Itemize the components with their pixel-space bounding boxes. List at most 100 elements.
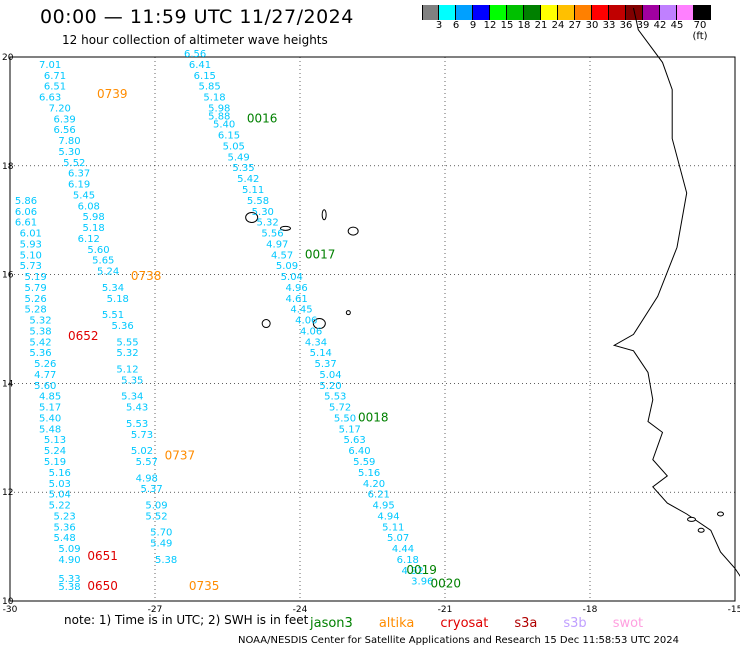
wave-height-point: 5.93	[20, 239, 42, 250]
track-time-label: 0017	[305, 247, 336, 261]
island	[280, 225, 291, 231]
wave-height-point: 4.95	[373, 501, 395, 512]
track-time-label: 0018	[358, 410, 389, 424]
wave-height-point: 5.26	[25, 294, 47, 305]
island	[347, 226, 359, 236]
wave-height-point: 6.19	[68, 180, 90, 191]
wave-height-point: 4.90	[58, 555, 80, 566]
wave-height-point: 5.37	[141, 484, 163, 495]
scale-swatch	[507, 5, 524, 20]
wave-height-point: 6.56	[184, 49, 206, 60]
wave-height-point: 5.04	[49, 490, 71, 501]
wave-height-point: 6.12	[78, 234, 100, 245]
x-tick-label: -24	[293, 605, 308, 615]
wave-height-point: 6.51	[44, 82, 66, 93]
scale-swatch	[490, 5, 507, 20]
wave-height-point: 4.44	[392, 544, 414, 555]
wave-height-point: 5.20	[319, 381, 341, 392]
satellite-legend-item: cryosat	[440, 616, 489, 631]
map-title: 00:00 — 11:59 UTC 11/27/2024	[40, 6, 354, 28]
wave-height-point: 5.70	[150, 528, 172, 539]
wave-height-point: 5.65	[92, 256, 114, 267]
wave-height-point: 5.14	[310, 348, 332, 359]
wave-height-point: 5.48	[39, 424, 61, 435]
wave-height-point: 5.09	[276, 261, 298, 272]
track-time-label: 0019	[406, 563, 437, 577]
wave-height-point: 5.17	[39, 403, 61, 414]
wave-height-point: 6.56	[54, 125, 76, 136]
wave-height-point: 5.17	[339, 424, 361, 435]
track-time-label: 0739	[97, 87, 128, 101]
wave-height-point: 5.38	[29, 326, 51, 337]
wave-height-point: 5.34	[102, 283, 124, 294]
wave-height-point: 5.13	[44, 435, 66, 446]
wave-height-point: 5.18	[203, 93, 225, 104]
credit-line: NOAA/NESDIS Center for Satellite Applica…	[238, 635, 680, 646]
wave-height-point: 4.57	[271, 250, 293, 261]
scale-swatch	[660, 5, 677, 20]
track-time-label: 0016	[247, 111, 278, 125]
wave-height-point: 4.61	[286, 294, 308, 305]
wave-height-point: 5.30	[58, 147, 80, 158]
wave-height-point: 5.51	[102, 310, 124, 321]
scale-swatch	[609, 5, 626, 20]
wave-height-point: 6.08	[78, 201, 100, 212]
wave-height-point: 5.02	[131, 446, 153, 457]
scale-value: 9	[469, 20, 477, 31]
island	[717, 511, 724, 517]
wave-height-point: 4.94	[377, 511, 399, 522]
wave-height-point: 5.40	[213, 120, 235, 131]
wave-height-point: 5.35	[121, 375, 143, 386]
wave-height-point: 5.28	[25, 305, 47, 316]
track-time-label: 0020	[431, 576, 462, 590]
scale-value: 18	[517, 20, 531, 31]
wave-height-point: 6.40	[348, 446, 370, 457]
scale-swatch	[694, 5, 711, 20]
track-time-label: 0735	[189, 579, 220, 593]
wave-height-point: 4.77	[34, 370, 56, 381]
wave-height-point: 5.42	[29, 337, 51, 348]
wave-height-point: 5.59	[353, 457, 375, 468]
wave-height-point: 5.05	[223, 141, 245, 152]
wave-height-point: 6.21	[368, 490, 390, 501]
wave-height-point: 5.22	[49, 501, 71, 512]
wave-height-point: 5.60	[34, 381, 56, 392]
wave-height-point: 5.56	[261, 229, 283, 240]
wave-height-point: 5.45	[73, 190, 95, 201]
wave-height-point: 5.11	[242, 185, 264, 196]
scale-value: 42	[653, 20, 667, 31]
wave-height-point: 5.18	[107, 294, 129, 305]
wave-height-point: 4.98	[136, 473, 158, 484]
scale-value: 24	[551, 20, 565, 31]
track-time-label: 0738	[131, 269, 162, 283]
wave-height-point: 5.88	[208, 112, 230, 123]
wave-height-point: 5.72	[329, 403, 351, 414]
scale-swatch	[592, 5, 609, 20]
wave-height-point: 5.30	[252, 207, 274, 218]
wave-height-point: 5.55	[116, 337, 138, 348]
track-time-label: 0651	[87, 549, 118, 563]
scale-value: 27	[568, 20, 582, 31]
wave-height-point: 5.03	[49, 479, 71, 490]
wave-height-point: 5.57	[136, 457, 158, 468]
wave-height-point: 5.85	[199, 82, 221, 93]
scale-swatch	[422, 5, 439, 20]
scale-value: 39	[636, 20, 650, 31]
wave-height-point: 5.98	[83, 212, 105, 223]
wave-height-point: 5.07	[387, 533, 409, 544]
wave-height-point: 6.01	[20, 229, 42, 240]
wave-height-point: 5.86	[15, 196, 37, 207]
scale-value: 36	[619, 20, 633, 31]
wave-height-point: 6.39	[54, 114, 76, 125]
wave-height-point: 5.73	[131, 430, 153, 441]
scale-value: 70 (ft)	[692, 20, 708, 42]
wave-height-point: 5.49	[150, 539, 172, 550]
wave-height-point: 5.32	[29, 316, 51, 327]
y-tick-label: 16	[2, 271, 14, 281]
wave-height-point: 6.18	[397, 555, 419, 566]
satellite-legend-item: jason3	[310, 616, 353, 631]
wave-height-point: 5.12	[116, 365, 138, 376]
wave-height-point: 4.92	[402, 566, 424, 577]
wave-height-point: 5.40	[39, 413, 61, 424]
scale-value: 3	[435, 20, 443, 31]
